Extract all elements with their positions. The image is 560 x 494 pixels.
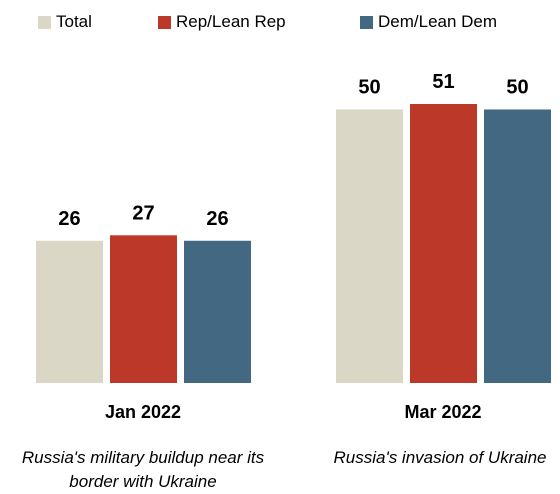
value-label-dem-lean-dem-1: 50: [506, 76, 528, 98]
bar-rep-lean-rep-1: [410, 104, 477, 383]
bar-chart: 26 27 26 50 51 50: [36, 71, 551, 384]
category-label-jan-2022: Jan 2022: [104, 402, 182, 422]
bar-dem-lean-dem-0: [184, 240, 251, 383]
legend: Total Rep/Lean Rep Dem/Lean Dem: [0, 12, 560, 36]
legend-item-total: Total: [38, 12, 92, 32]
legend-swatch-dem: [360, 15, 373, 29]
category-description-jan: Russia's military buildup near its borde…: [21, 448, 265, 491]
value-label-total-1: 50: [358, 76, 380, 98]
value-label-total-0: 26: [58, 208, 80, 230]
bar-rep-lean-rep-0: [110, 235, 177, 383]
value-label-dem-lean-dem-0: 26: [206, 208, 228, 230]
category-description-mar: Russia's invasion of Ukraine: [333, 448, 547, 467]
legend-label-rep: Rep/Lean Rep: [176, 12, 286, 31]
legend-item-rep: Rep/Lean Rep: [158, 12, 286, 32]
legend-item-dem: Dem/Lean Dem: [360, 12, 497, 32]
legend-label-dem: Dem/Lean Dem: [378, 12, 498, 31]
value-label-rep-lean-rep-1: 51: [432, 71, 454, 93]
value-label-rep-lean-rep-0: 27: [132, 202, 154, 224]
legend-label-total: Total: [56, 12, 92, 31]
bar-total-0: [36, 240, 103, 383]
bar-dem-lean-dem-1: [484, 109, 551, 384]
bar-total-1: [336, 109, 403, 384]
category-label-mar-2022: Mar 2022: [404, 402, 482, 422]
legend-swatch-total: [38, 15, 51, 29]
legend-swatch-rep: [158, 15, 171, 29]
